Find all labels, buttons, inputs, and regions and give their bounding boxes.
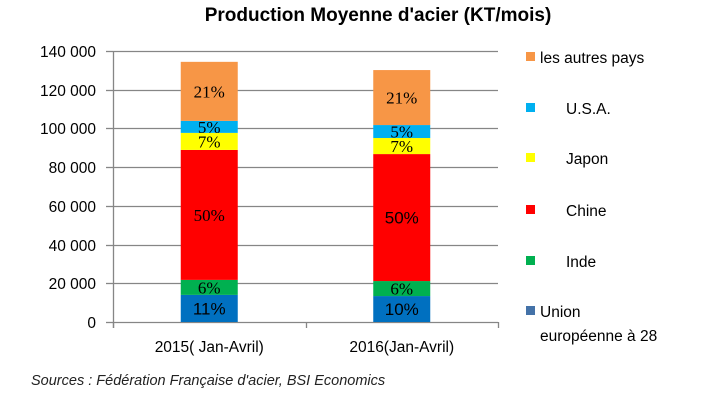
y-tick-label: 80 000 bbox=[49, 160, 97, 177]
bar-segment bbox=[373, 296, 431, 322]
legend-item: Union européenne à 28 bbox=[526, 304, 657, 345]
legend-item: U.S.A. bbox=[526, 101, 611, 118]
x-tick-label: 2016(Jan-Avril) bbox=[349, 339, 454, 356]
data-label: 21% bbox=[194, 82, 225, 101]
bar-segment bbox=[180, 61, 238, 121]
gridlines bbox=[113, 50, 498, 285]
legend-item: Chine bbox=[526, 203, 607, 220]
source-note: Sources : Fédération Française d'acier, … bbox=[31, 373, 386, 389]
data-label: 50% bbox=[194, 206, 225, 225]
legend-swatch bbox=[526, 52, 535, 61]
legend: les autres pays U.S.A. Japon Chine Inde Union… bbox=[526, 50, 657, 345]
x-axis: 2015( Jan-Avril) 2016(Jan-Avril) bbox=[112, 321, 500, 356]
legend-swatch bbox=[526, 306, 535, 315]
y-axis: 0 20 000 40 000 60 000 80 000 100 000 120 000 1… bbox=[40, 44, 115, 332]
x-tick-label: 2015( Jan-Avril) bbox=[155, 339, 264, 356]
bar-segment bbox=[180, 132, 238, 150]
bar-segment bbox=[373, 125, 431, 139]
y-tick-label: 20 000 bbox=[49, 276, 97, 293]
legend-item: les autres pays bbox=[526, 50, 644, 67]
y-tick-label: 140 000 bbox=[40, 44, 96, 61]
bar-segment bbox=[373, 138, 431, 155]
data-label: 10% bbox=[385, 300, 419, 319]
legend-swatch bbox=[526, 256, 535, 265]
legend-label: européenne à 28 bbox=[540, 328, 657, 345]
legend-label: Japon bbox=[566, 151, 608, 168]
bar-segment bbox=[373, 70, 431, 126]
data-label: 6% bbox=[198, 278, 221, 297]
y-tick-label: 40 000 bbox=[49, 238, 97, 255]
legend-swatch bbox=[526, 103, 535, 112]
bar-segment bbox=[180, 294, 238, 322]
bar-segment bbox=[180, 149, 238, 280]
legend-label: les autres pays bbox=[540, 50, 644, 67]
y-tick-label: 100 000 bbox=[40, 121, 96, 138]
y-tick-label: 120 000 bbox=[40, 83, 96, 100]
legend-label: Inde bbox=[566, 254, 596, 271]
legend-label: U.S.A. bbox=[566, 101, 611, 118]
bar-segment bbox=[180, 279, 238, 295]
legend-item: Inde bbox=[526, 254, 596, 271]
data-label: 5% bbox=[198, 118, 221, 137]
data-label: 6% bbox=[390, 280, 413, 299]
data-label: 11% bbox=[193, 299, 226, 318]
bar-segment bbox=[373, 281, 431, 297]
data-label: 5% bbox=[390, 123, 413, 142]
legend-label: Union bbox=[540, 304, 581, 321]
bar-segment bbox=[373, 154, 431, 282]
legend-label: Chine bbox=[566, 203, 607, 220]
data-label: 7% bbox=[198, 132, 221, 151]
data-label: 50% bbox=[385, 209, 419, 228]
bar-segment bbox=[180, 120, 238, 133]
data-label: 21% bbox=[386, 89, 417, 108]
data-label: 7% bbox=[390, 137, 413, 156]
y-tick-label: 0 bbox=[87, 315, 96, 332]
chart-title: Production Moyenne d'acier (KT/mois) bbox=[205, 5, 552, 26]
legend-swatch bbox=[526, 153, 535, 162]
y-tick-label: 60 000 bbox=[49, 199, 97, 216]
legend-item: Japon bbox=[526, 151, 608, 168]
bars: 11%6%50%7%5%21%10%6%50%7%5%21% bbox=[180, 61, 431, 322]
legend-swatch bbox=[526, 205, 535, 214]
